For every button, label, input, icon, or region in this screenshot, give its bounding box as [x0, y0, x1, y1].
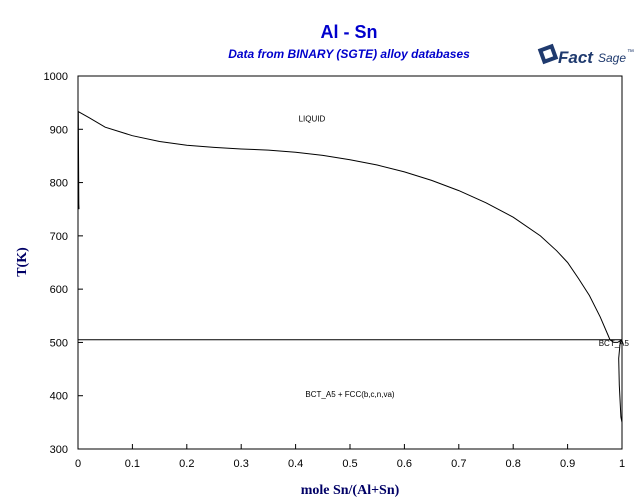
region-label: BCT_A5 — [599, 339, 630, 348]
x-tick-label: 0.3 — [234, 458, 249, 470]
al-solvus-line — [77, 111, 80, 210]
sn-solvus-line — [618, 339, 623, 423]
factsage-logo-secondary: Sage — [598, 51, 626, 65]
phase-boundaries — [77, 110, 623, 423]
x-tick-label: 0.4 — [288, 458, 303, 470]
axis-ticks: 0 0.1 0.2 0.3 0.4 0.5 0.6 0.7 0.8 0.9 1 300 400 500 60… — [44, 71, 626, 470]
region-label: BCT_A5 + FCC(b,c,n,va) — [305, 390, 394, 399]
y-tick-label: 1000 — [44, 71, 68, 83]
y-tick-label: 500 — [50, 337, 68, 349]
y-tick-label: 300 — [50, 444, 68, 456]
factsage-logo-trademark: ™ — [627, 49, 634, 56]
sn-side-solidus-line — [609, 339, 623, 343]
x-tick-label: 0.7 — [451, 458, 466, 470]
region-label: LIQUID — [299, 114, 326, 123]
factsage-logo-mark — [537, 43, 559, 65]
x-tick-label: 0.5 — [342, 458, 357, 470]
y-tick-label: 400 — [50, 391, 68, 403]
factsage-logo-main: Fact — [558, 48, 594, 67]
y-tick-label: 600 — [50, 284, 68, 296]
chart-subtitle: Data from BINARY (SGTE) alloy databases — [228, 47, 470, 61]
liquidus-line — [77, 110, 611, 340]
region-labels: LIQUID BCT_A5 + FCC(b,c,n,va) BCT_A5 — [299, 114, 630, 398]
y-axis-label: T(K) — [15, 247, 30, 277]
x-tick-label: 0.2 — [179, 458, 194, 470]
x-tick-label: 0.8 — [506, 458, 521, 470]
x-tick-label: 1 — [619, 458, 625, 470]
y-tick-label: 700 — [50, 231, 68, 243]
x-tick-label: 0.9 — [560, 458, 575, 470]
x-tick-label: 0.1 — [125, 458, 140, 470]
x-tick-label: 0.6 — [397, 458, 412, 470]
x-tick-label: 0 — [75, 458, 81, 470]
y-tick-label: 800 — [50, 178, 68, 190]
x-axis-label: mole Sn/(Al+Sn) — [301, 483, 400, 498]
chart-title: Al - Sn — [321, 22, 378, 42]
y-tick-label: 900 — [50, 124, 68, 136]
factsage-logo: Fact Sage ™ — [537, 43, 634, 67]
